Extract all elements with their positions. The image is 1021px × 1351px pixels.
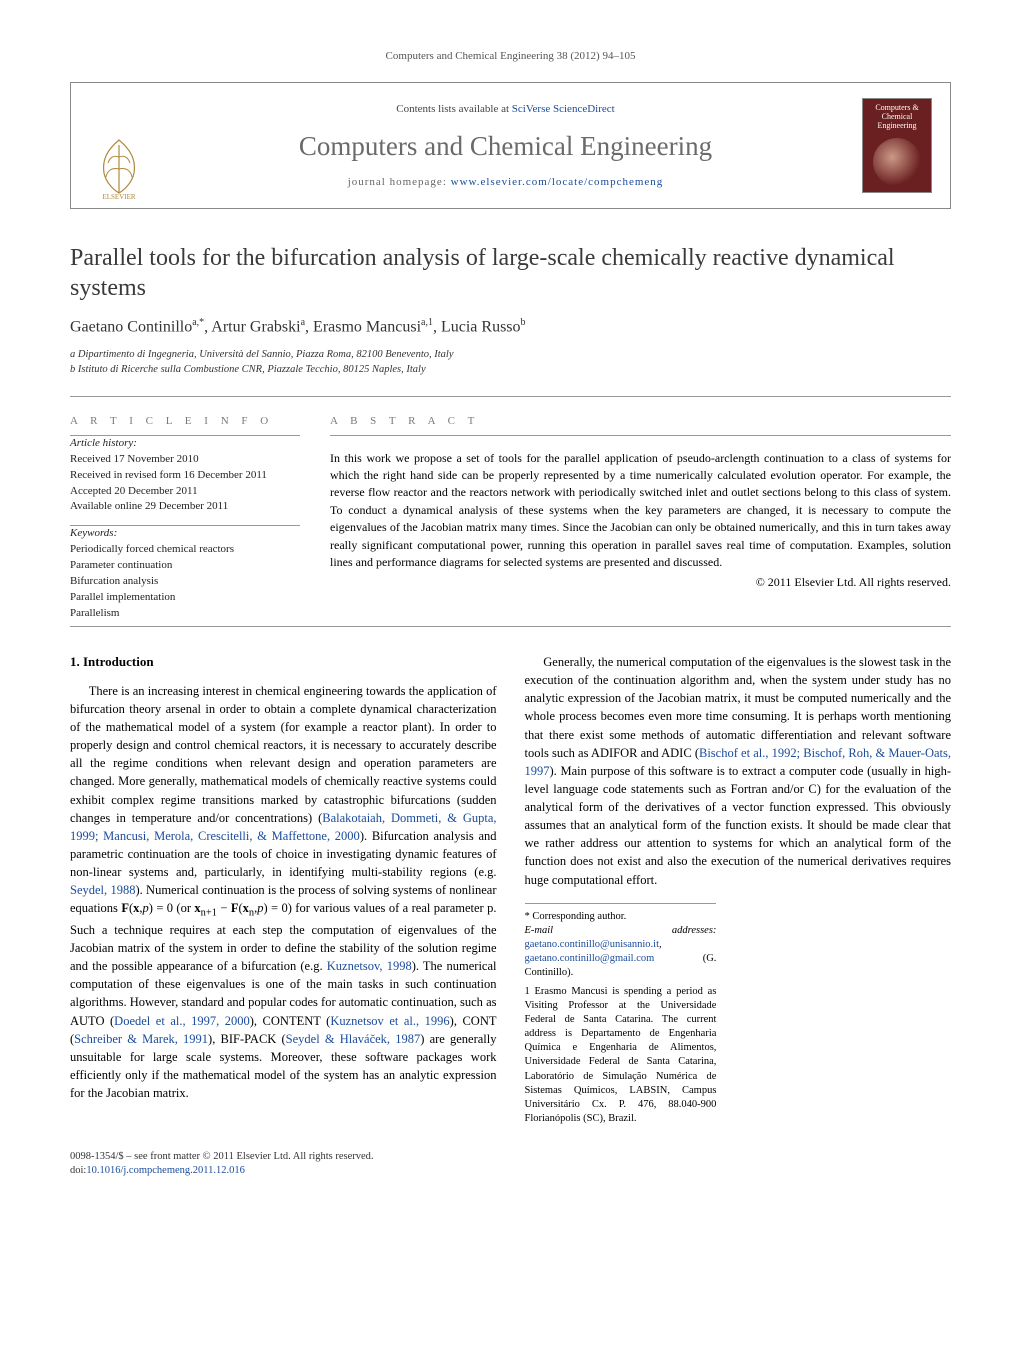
- info-abstract-row: a r t i c l e i n f o Article history: R…: [70, 401, 951, 622]
- elsevier-tree-icon: ELSEVIER: [92, 135, 147, 200]
- footnote-1: 1 Erasmo Mancusi is spending a period as…: [525, 985, 717, 1127]
- doi-label: doi:: [70, 1165, 86, 1176]
- journal-cover-thumb: Computers & Chemical Engineering: [862, 98, 932, 193]
- journal-homepage-link[interactable]: www.elsevier.com/locate/compchemeng: [451, 176, 664, 188]
- rule-bottom: [70, 626, 951, 627]
- history-received: Received 17 November 2010: [70, 452, 300, 468]
- cover-art-icon: [873, 138, 921, 186]
- footnotes: * Corresponding author. E-mail addresses…: [525, 903, 717, 1127]
- abstract-copyright: © 2011 Elsevier Ltd. All rights reserved…: [330, 575, 951, 590]
- journal-name: Computers and Chemical Engineering: [299, 131, 712, 162]
- corresponding-author-note: * Corresponding author.: [525, 910, 717, 924]
- email-line: E-mail addresses: gaetano.continillo@uni…: [525, 924, 717, 952]
- abstract-col: a b s t r a c t In this work we propose …: [330, 401, 951, 622]
- article-info-col: a r t i c l e i n f o Article history: R…: [70, 401, 300, 622]
- body-columns: 1. Introduction There is an increasing i…: [70, 653, 951, 1126]
- running-head: Computers and Chemical Engineering 38 (2…: [70, 50, 951, 62]
- body-paragraph-1: There is an increasing interest in chemi…: [70, 682, 497, 1102]
- author-list: Gaetano Continilloa,*, Artur Grabskia, E…: [70, 317, 951, 336]
- cover-label: Computers & Chemical Engineering: [865, 103, 929, 130]
- abstract-head: a b s t r a c t: [330, 415, 951, 427]
- svg-text:ELSEVIER: ELSEVIER: [102, 193, 135, 200]
- keywords-block: Keywords: Periodically forced chemical r…: [70, 526, 300, 622]
- author-email-2[interactable]: gaetano.continillo@gmail.com: [525, 953, 655, 964]
- doi-line: doi:10.1016/j.compchemeng.2011.12.016: [70, 1164, 951, 1178]
- email-label: E-mail addresses:: [525, 925, 717, 936]
- keyword: Parallel implementation: [70, 590, 300, 606]
- homepage-line: journal homepage: www.elsevier.com/locat…: [348, 176, 664, 188]
- affiliation-a: a Dipartimento di Ingegneria, Università…: [70, 348, 951, 363]
- rule-abs-1: [330, 435, 951, 436]
- affiliation-b: b Istituto di Ricerche sulla Combustione…: [70, 363, 951, 378]
- rule-top: [70, 396, 951, 397]
- keyword: Bifurcation analysis: [70, 574, 300, 590]
- history-accepted: Accepted 20 December 2011: [70, 484, 300, 500]
- abstract-text: In this work we propose a set of tools f…: [330, 450, 951, 572]
- body-paragraph-2: Generally, the numerical computation of …: [525, 653, 952, 889]
- keyword: Parallelism: [70, 606, 300, 622]
- article-history: Article history: Received 17 November 20…: [70, 436, 300, 516]
- cover-thumb-slot: Computers & Chemical Engineering: [844, 83, 950, 208]
- sciencedirect-link[interactable]: SciVerse ScienceDirect: [512, 103, 615, 115]
- bottom-matter: 0098-1354/$ – see front matter © 2011 El…: [70, 1150, 951, 1178]
- masthead: ELSEVIER Contents lists available at Sci…: [70, 82, 951, 209]
- page-container: Computers and Chemical Engineering 38 (2…: [0, 0, 1021, 1219]
- homepage-prefix: journal homepage:: [348, 176, 451, 188]
- affiliations: a Dipartimento di Ingegneria, Università…: [70, 348, 951, 377]
- author-email-1[interactable]: gaetano.continillo@unisannio.it: [525, 939, 659, 950]
- keyword: Periodically forced chemical reactors: [70, 542, 300, 558]
- history-revised: Received in revised form 16 December 201…: [70, 468, 300, 484]
- keyword: Parameter continuation: [70, 558, 300, 574]
- email-line-2: gaetano.continillo@gmail.com (G. Contini…: [525, 952, 717, 980]
- article-info-head: a r t i c l e i n f o: [70, 415, 300, 427]
- publisher-logo-slot: ELSEVIER: [71, 83, 167, 208]
- masthead-center: Contents lists available at SciVerse Sci…: [167, 83, 844, 208]
- article-title: Parallel tools for the bifurcation analy…: [70, 243, 951, 303]
- contents-lists-line: Contents lists available at SciVerse Sci…: [396, 103, 614, 115]
- history-online: Available online 29 December 2011: [70, 499, 300, 515]
- keywords-label: Keywords:: [70, 526, 300, 542]
- contents-prefix: Contents lists available at: [396, 103, 511, 115]
- section-1-heading: 1. Introduction: [70, 653, 497, 672]
- doi-link[interactable]: 10.1016/j.compchemeng.2011.12.016: [86, 1165, 245, 1176]
- history-label: Article history:: [70, 436, 300, 452]
- issn-line: 0098-1354/$ – see front matter © 2011 El…: [70, 1150, 951, 1164]
